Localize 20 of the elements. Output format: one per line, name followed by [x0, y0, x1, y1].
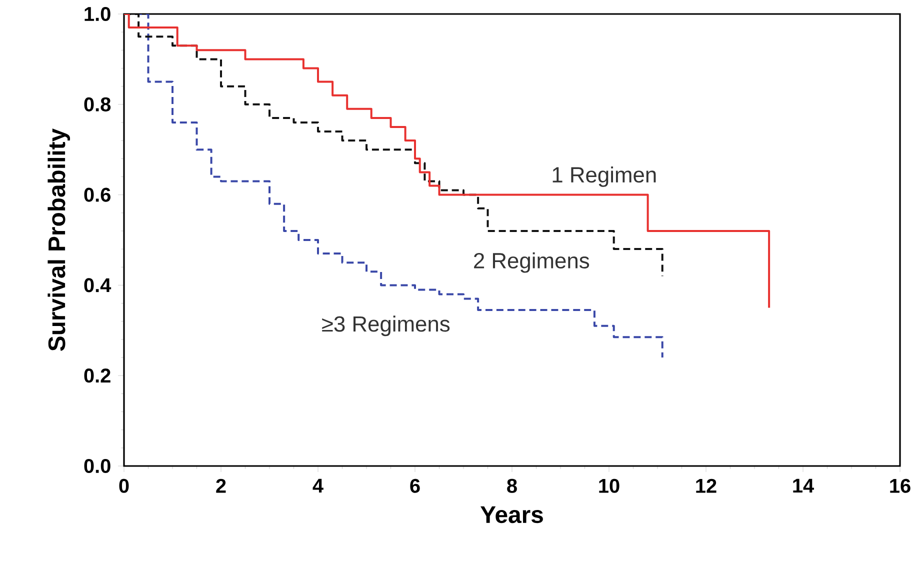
x-tick-label: 4: [312, 478, 324, 493]
x-tick-label: 0: [119, 478, 129, 493]
y-tick-label: 0.8: [84, 97, 111, 112]
x-tick-label: 8: [507, 478, 517, 493]
series-label: ≥3 Regimens: [322, 316, 450, 336]
y-tick-label: 1.0: [84, 6, 110, 22]
y-tick-label: 0.0: [84, 458, 110, 474]
y-tick-label: 0.4: [84, 278, 112, 292]
y-axis-title: Survival Probability: [48, 128, 70, 351]
x-tick-label: 14: [793, 478, 814, 493]
y-tick-label: 0.6: [84, 188, 110, 202]
x-tick-label: 6: [410, 478, 420, 493]
series-label: 1 Regimen: [552, 166, 656, 187]
x-tick-label: 12: [696, 478, 716, 493]
series-label: 2 Regimens: [474, 252, 590, 273]
x-tick-label: 10: [599, 478, 620, 493]
x-axis-title: Years: [480, 506, 543, 524]
y-tick-label: 0.2: [84, 368, 110, 383]
x-tick-label: 2: [216, 478, 226, 493]
x-tick-label: 16: [890, 478, 910, 493]
